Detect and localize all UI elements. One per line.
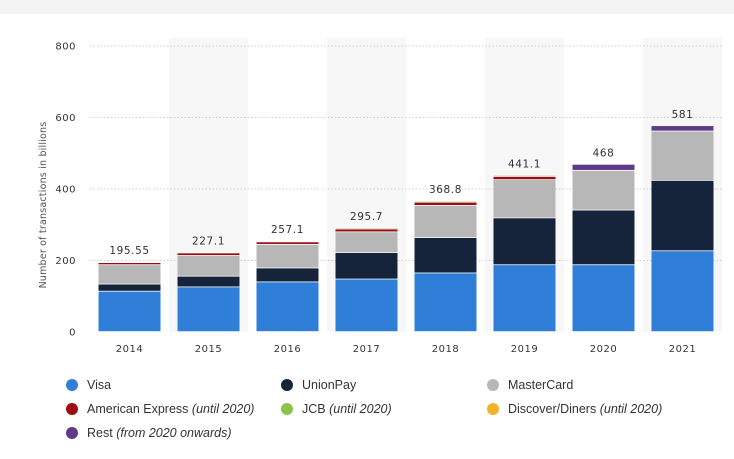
bar-segment[interactable] [256, 244, 319, 268]
legend-label: American Express [87, 402, 189, 416]
total-label: 295.7 [350, 211, 383, 223]
total-label: 368.8 [429, 184, 462, 196]
chart-legend: Visa UnionPay MasterCard American Expres… [66, 378, 706, 448]
total-labels: 195.55 227.1 257.1 295.7 368.8 441.1 468 581 [109, 109, 694, 257]
legend-dot-jcb-icon [281, 403, 293, 415]
bar-segment[interactable] [572, 164, 635, 170]
bar-segment[interactable] [335, 252, 398, 279]
total-label: 441.1 [508, 158, 541, 170]
bar-segment[interactable] [493, 180, 556, 218]
y-axis-ticks: 0 200 400 600 800 [55, 42, 76, 339]
bar-segment[interactable] [572, 265, 635, 332]
x-tick-label: 2016 [274, 344, 301, 355]
bar-segment[interactable] [177, 255, 240, 276]
legend-item-rest[interactable]: Rest (from 2020 onwards) [66, 426, 232, 440]
bar-segment[interactable] [335, 229, 398, 232]
legend-item-visa[interactable]: Visa [66, 378, 111, 392]
bar-segment[interactable] [414, 273, 477, 332]
y-tick-label: 0 [69, 328, 76, 339]
bar-segment[interactable] [177, 276, 240, 287]
legend-label: Discover/Diners [508, 402, 597, 416]
bar-segment[interactable] [414, 205, 477, 238]
x-tick-label: 2014 [116, 344, 143, 355]
legend-item-mastercard[interactable]: MasterCard [487, 378, 573, 392]
legend-suffix: (until 2020) [191, 402, 255, 416]
stacked-bar-chart: 0 200 400 600 800 195.55 227.1 257.1 295.7 368.8… [38, 41, 722, 355]
x-tick-label: 2019 [511, 344, 538, 355]
bar-segment[interactable] [335, 279, 398, 332]
legend-dot-discover-diners-icon [487, 403, 499, 415]
x-tick-label: 2018 [432, 344, 459, 355]
legend-item-american-express[interactable]: American Express (until 2020) [66, 402, 254, 416]
bar-segment[interactable] [335, 232, 398, 253]
bar-segment[interactable] [98, 265, 161, 284]
bar-segment[interactable] [98, 291, 161, 332]
bar-segment[interactable] [414, 237, 477, 273]
bar-segment[interactable] [414, 202, 477, 206]
x-tick-label: 2017 [353, 344, 380, 355]
total-label: 581 [672, 109, 694, 121]
x-tick-label: 2015 [195, 344, 222, 355]
bar-segment[interactable] [651, 126, 714, 131]
legend-label: JCB [302, 402, 326, 416]
top-strip [0, 0, 734, 14]
legend-dot-unionpay-icon [281, 379, 293, 391]
total-label: 468 [593, 148, 615, 160]
legend-suffix: (until 2020) [329, 402, 392, 416]
total-label: 227.1 [192, 235, 225, 247]
legend-item-unionpay[interactable]: UnionPay [281, 378, 356, 392]
bar-segment[interactable] [572, 170, 635, 210]
bar-segment[interactable] [256, 242, 319, 244]
legend-item-jcb[interactable]: JCB (until 2020) [281, 402, 392, 416]
bar-segment[interactable] [493, 218, 556, 265]
x-tick-label: 2020 [590, 344, 617, 355]
bar-segment[interactable] [651, 131, 714, 180]
legend-label: MasterCard [508, 378, 574, 392]
y-axis-title: Number of transactions in billions [38, 122, 49, 289]
y-tick-label: 400 [55, 185, 76, 196]
legend-label: UnionPay [302, 378, 357, 392]
bar-segment[interactable] [256, 282, 319, 332]
bars [98, 126, 714, 332]
bar-segment[interactable] [572, 210, 635, 265]
bar-segment[interactable] [98, 284, 161, 291]
legend-suffix: (until 2020) [599, 402, 663, 416]
y-tick-label: 200 [55, 256, 76, 267]
legend-suffix: (from 2020 onwards) [116, 426, 232, 440]
bar-segment[interactable] [493, 176, 556, 180]
legend-dot-american-express-icon [66, 403, 78, 415]
total-label: 257.1 [271, 224, 304, 236]
legend-dot-rest-icon [66, 427, 78, 439]
bar-segment[interactable] [98, 263, 161, 265]
x-tick-label: 2021 [669, 344, 696, 355]
x-axis-ticks: 2014 2015 2016 2017 2018 2019 2020 2021 [116, 344, 696, 355]
total-label: 195.55 [109, 245, 149, 257]
bar-segment[interactable] [256, 268, 319, 282]
legend-item-discover-diners[interactable]: Discover/Diners (until 2020) [487, 402, 662, 416]
y-tick-label: 800 [55, 42, 76, 53]
legend-label: Rest [87, 426, 113, 440]
bar-segment[interactable] [177, 287, 240, 332]
y-tick-label: 600 [55, 113, 76, 124]
bar-segment[interactable] [493, 265, 556, 332]
bar-segment[interactable] [177, 253, 240, 256]
legend-label: Visa [87, 378, 112, 392]
bar-segment[interactable] [651, 180, 714, 251]
legend-dot-visa-icon [66, 379, 78, 391]
bar-segment[interactable] [651, 251, 714, 332]
legend-dot-mastercard-icon [487, 379, 499, 391]
